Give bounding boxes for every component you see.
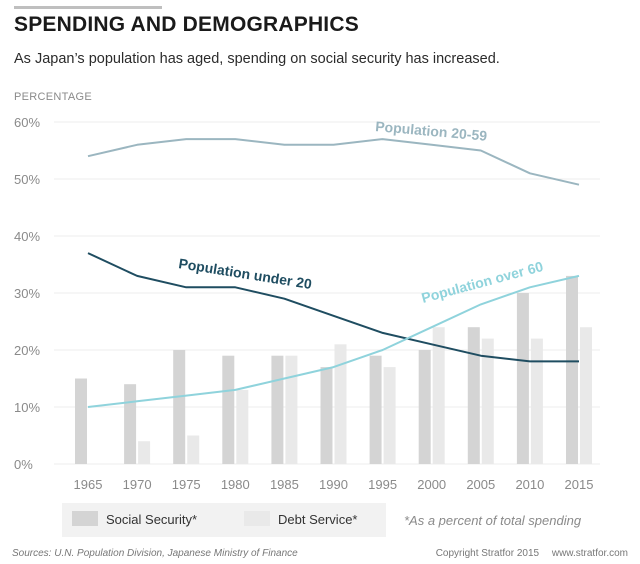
population-over-60-line	[87, 274, 580, 408]
y-tick-label: 30%	[14, 286, 40, 301]
chart-canvas: PERCENTAGE 0% 10% 20% 30% 40% 50% 60% 1965 1970 19…	[14, 91, 600, 537]
legend-social-security-swatch	[72, 511, 98, 526]
debt-service-bar	[285, 355, 298, 464]
debt-service-bar	[187, 435, 200, 464]
debt-service-bar	[530, 338, 543, 464]
legend-debt-service-swatch	[244, 511, 270, 526]
footer-credits: Copyright Stratfor 2015 www.stratfor.com	[436, 548, 628, 559]
x-tick-label: 1980	[221, 477, 250, 492]
copyright-text: Copyright Stratfor 2015	[435, 548, 540, 559]
chart-subtitle: As Japan’s population has aged, spending…	[14, 51, 500, 67]
x-tick-label: 1995	[368, 477, 397, 492]
social-security-bar	[369, 355, 382, 464]
debt-service-bar	[236, 389, 249, 464]
legend-debt-service-label: Debt Service*	[278, 512, 357, 527]
debt-service-bar	[580, 327, 592, 464]
chart-title: SPENDING AND DEMOGRAPHICS	[14, 13, 359, 36]
population-20-59-line	[87, 138, 580, 186]
population-under-20-line	[87, 252, 579, 363]
social-security-bar	[566, 275, 578, 464]
website-link[interactable]: www.stratfor.com	[551, 548, 628, 559]
debt-service-bar	[334, 344, 347, 464]
social-security-bar	[320, 367, 333, 464]
social-security-bar	[173, 350, 186, 464]
y-tick-label: 0%	[14, 457, 33, 472]
x-tick-label: 1990	[319, 477, 348, 492]
y-tick-label: 20%	[14, 343, 40, 358]
x-tick-label: 1985	[270, 477, 299, 492]
legend-note: *As a percent of total spending	[404, 513, 582, 528]
social-security-bar	[467, 327, 480, 464]
x-tick-label: 1965	[74, 477, 103, 492]
debt-service-bar	[432, 327, 445, 464]
y-tick-label: 10%	[14, 400, 40, 415]
sources-note: Sources: U.N. Population Division, Japan…	[12, 548, 298, 559]
x-tick-label: 2005	[466, 477, 495, 492]
legend-social-security-label: Social Security*	[106, 512, 197, 527]
debt-service-bar	[383, 367, 396, 464]
y-tick-label: 60%	[14, 115, 40, 130]
y-tick-label: 50%	[14, 172, 40, 187]
social-security-bar	[222, 355, 235, 464]
y-tick-label: 40%	[14, 229, 40, 244]
x-tick-label: 1970	[123, 477, 152, 492]
x-tick-label: 1975	[172, 477, 201, 492]
x-tick-label: 2015	[565, 477, 594, 492]
x-tick-label: 2000	[417, 477, 446, 492]
title-accent-bar	[14, 6, 162, 9]
y-axis-label: PERCENTAGE	[14, 91, 92, 103]
debt-service-bar	[481, 338, 494, 464]
debt-service-bar	[138, 441, 151, 464]
social-security-bar	[124, 384, 137, 464]
social-security-bar	[516, 293, 529, 464]
social-security-bar	[271, 355, 284, 464]
legend-box	[62, 503, 386, 537]
social-security-bar	[75, 378, 87, 464]
x-tick-label: 2010	[515, 477, 544, 492]
social-security-bar	[418, 350, 431, 464]
